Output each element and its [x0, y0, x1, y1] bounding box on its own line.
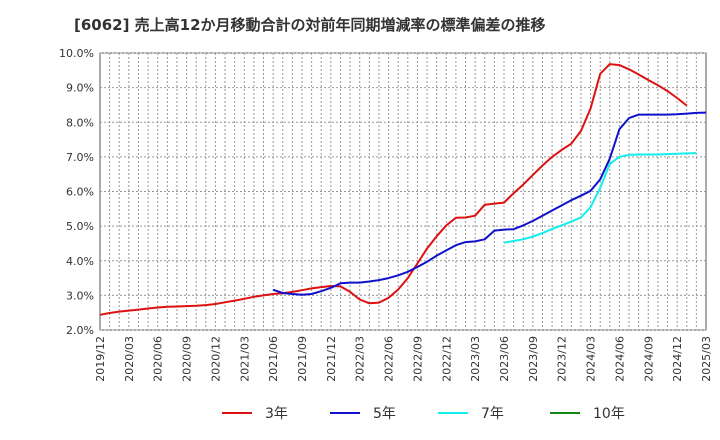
legend-label: 5年 [373, 406, 396, 422]
x-tick-label: 2024/06 [613, 336, 626, 382]
y-tick-label: 5.0% [66, 220, 94, 233]
x-tick-label: 2021/12 [325, 336, 338, 382]
y-tick-label: 7.0% [66, 151, 94, 164]
x-tick-label: 2020/06 [152, 336, 165, 382]
y-tick-label: 3.0% [66, 289, 94, 302]
y-tick-label: 10.0% [59, 47, 94, 60]
x-tick-label: 2023/12 [556, 336, 569, 382]
y-tick-label: 4.0% [66, 255, 94, 268]
x-tick-label: 2021/09 [296, 336, 309, 382]
x-tick-label: 2024/03 [585, 336, 598, 382]
x-tick-label: 2021/06 [267, 336, 280, 382]
x-tick-label: 2023/09 [527, 336, 540, 382]
x-tick-label: 2019/12 [94, 336, 107, 382]
y-tick-label: 6.0% [66, 186, 94, 199]
x-tick-label: 2022/12 [440, 336, 453, 382]
x-tick-label: 2022/03 [354, 336, 367, 382]
x-tick-label: 2022/06 [383, 336, 396, 382]
legend-label: 7年 [481, 406, 504, 422]
plot-background [99, 52, 707, 331]
x-tick-label: 2025/03 [700, 336, 713, 382]
y-tick-label: 9.0% [66, 82, 94, 95]
legend: 3年 5年 7年 10年 [222, 406, 625, 422]
x-tick-label: 2023/03 [469, 336, 482, 382]
y-tick-label: 2.0% [66, 324, 94, 337]
legend-label: 3年 [265, 406, 288, 422]
x-tick-label: 2023/06 [498, 336, 511, 382]
x-axis-ticks: 2019/12 2020/03 2020/06 2020/09 2020/12 2021/… [94, 336, 713, 382]
series-line [503, 152, 697, 244]
x-tick-label: 2024/09 [642, 336, 655, 382]
y-axis-ticks: 2.0% 3.0% 4.0% 5.0% 6.0% 7.0% 8.0% 9.0% 10.0% [59, 47, 94, 337]
legend-label: 10年 [593, 406, 625, 422]
y-tick-label: 8.0% [66, 116, 94, 129]
x-tick-label: 2020/03 [123, 336, 136, 382]
x-tick-label: 2021/03 [238, 336, 251, 382]
series-lines [99, 63, 707, 316]
x-tick-label: 2020/09 [181, 336, 194, 382]
chart-title: [6062] 売上高12か月移動合計の対前年同期増減率の標準偏差の推移 [74, 16, 546, 34]
x-tick-label: 2022/09 [411, 336, 424, 382]
grid-lines [100, 52, 706, 331]
x-tick-label: 2024/12 [671, 336, 684, 382]
x-tick-label: 2020/12 [209, 336, 222, 382]
series-line [272, 111, 707, 296]
series-line [99, 63, 688, 316]
